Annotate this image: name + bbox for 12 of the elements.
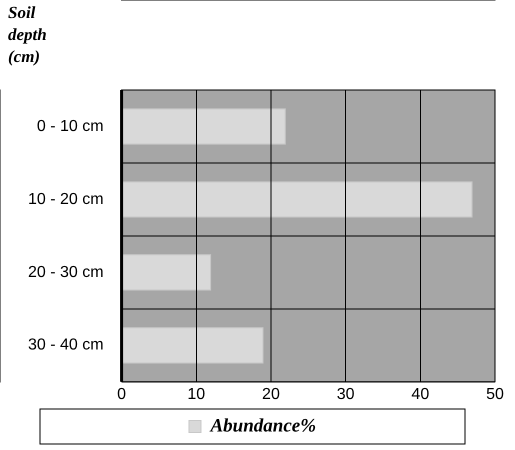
y-tick-label: 0 - 10 cm xyxy=(36,118,104,135)
y-tick-label: 20 - 30 cm xyxy=(28,264,104,281)
x-tick-label: 40 xyxy=(411,386,430,403)
y-axis-title: Soil depth (cm) xyxy=(8,2,48,68)
legend-label: Abundance% xyxy=(209,415,316,436)
y-tick-label: 30 - 40 cm xyxy=(28,336,104,354)
x-tick-label: 30 xyxy=(336,386,355,403)
x-tick-label: 50 xyxy=(486,386,504,403)
x-tick-label: 20 xyxy=(262,386,280,403)
x-tick-label: 0 xyxy=(117,386,126,403)
x-tick-label: 10 xyxy=(187,386,206,403)
y-tick-label: 10 - 20 cm xyxy=(28,190,104,208)
